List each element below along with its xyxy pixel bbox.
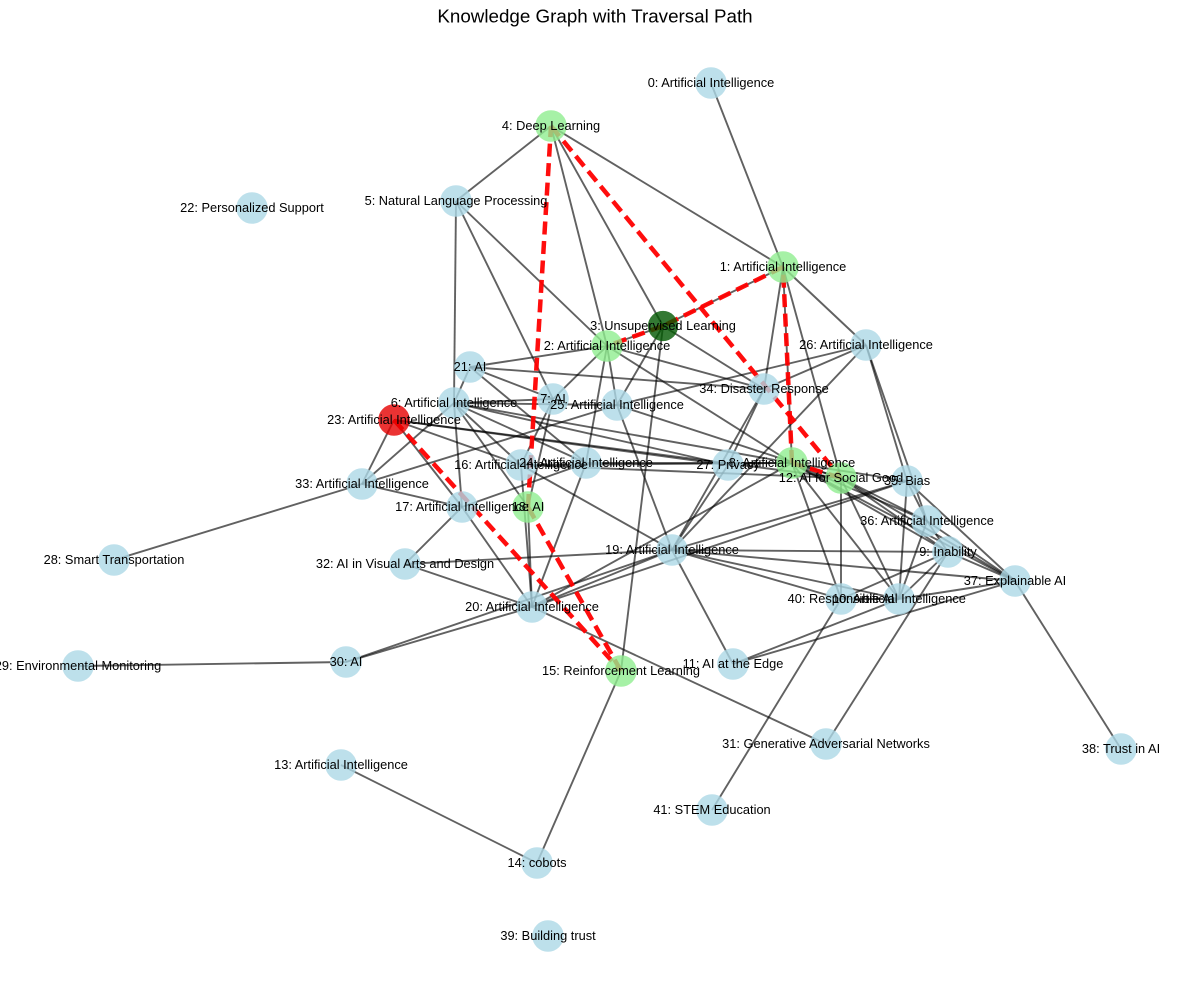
svg-text:20: Artificial Intelligence: 20: Artificial Intelligence xyxy=(465,599,599,614)
svg-text:31: Generative Adversarial Net: 31: Generative Adversarial Networks xyxy=(722,736,930,751)
svg-text:4: Deep Learning: 4: Deep Learning xyxy=(502,118,600,133)
svg-text:26: Artificial Intelligence: 26: Artificial Intelligence xyxy=(799,337,933,352)
svg-text:39: Building trust: 39: Building trust xyxy=(500,928,596,943)
svg-text:30: AI: 30: AI xyxy=(330,654,363,669)
svg-text:6: Artificial Intelligence: 6: Artificial Intelligence xyxy=(391,395,518,410)
svg-text:33: Artificial Intelligence: 33: Artificial Intelligence xyxy=(295,476,429,491)
svg-text:12: AI for Social Good: 12: AI for Social Good xyxy=(779,470,904,485)
svg-text:17: Artificial Intelligence: 17: Artificial Intelligence xyxy=(395,499,529,514)
svg-text:41: STEM Education: 41: STEM Education xyxy=(653,802,770,817)
svg-text:11: AI at the Edge: 11: AI at the Edge xyxy=(683,656,784,671)
svg-text:5: Natural Language Processing: 5: Natural Language Processing xyxy=(365,193,548,208)
svg-text:38: Trust in AI: 38: Trust in AI xyxy=(1082,741,1160,756)
svg-text:7: AI: 7: AI xyxy=(540,391,566,406)
svg-text:19: Artificial Intelligence: 19: Artificial Intelligence xyxy=(605,542,739,557)
svg-text:18: AI: 18: AI xyxy=(512,499,545,514)
svg-text:28: Smart Transportation: 28: Smart Transportation xyxy=(44,552,185,567)
svg-text:10: Artificial Intelligence: 10: Artificial Intelligence xyxy=(832,591,966,606)
svg-text:27: Privacy: 27: Privacy xyxy=(696,457,760,472)
svg-text:Knowledge Graph with Traversal: Knowledge Graph with Traversal Path xyxy=(437,6,752,27)
svg-text:40: Responsible AI: 40: Responsible AI xyxy=(788,591,895,606)
svg-text:13: Artificial Intelligence: 13: Artificial Intelligence xyxy=(274,757,408,772)
svg-text:32: AI in Visual Arts and Desi: 32: AI in Visual Arts and Design xyxy=(316,556,494,571)
svg-text:25: Artificial Intelligence: 25: Artificial Intelligence xyxy=(550,397,684,412)
svg-text:22: Personalized Support: 22: Personalized Support xyxy=(180,200,324,215)
svg-text:15: Reinforcement Learning: 15: Reinforcement Learning xyxy=(542,663,700,678)
svg-text:3: Unsupervised Learning: 3: Unsupervised Learning xyxy=(590,318,736,333)
svg-text:14: cobots: 14: cobots xyxy=(507,855,566,870)
svg-text:35: Bias: 35: Bias xyxy=(884,473,930,488)
svg-text:37: Explainable AI: 37: Explainable AI xyxy=(964,573,1066,588)
svg-text:29: Environmental Monitoring: 29: Environmental Monitoring xyxy=(0,658,161,673)
svg-text:2: Artificial Intelligence: 2: Artificial Intelligence xyxy=(544,338,671,353)
svg-text:24: Artificial Intelligence: 24: Artificial Intelligence xyxy=(519,455,653,470)
svg-text:8: Artificial Intelligence: 8: Artificial Intelligence xyxy=(729,455,856,470)
svg-text:1: Artificial Intelligence: 1: Artificial Intelligence xyxy=(720,259,847,274)
svg-text:36: Artificial Intelligence: 36: Artificial Intelligence xyxy=(860,513,994,528)
svg-text:34: Disaster Response: 34: Disaster Response xyxy=(699,381,828,396)
svg-text:21: AI: 21: AI xyxy=(454,359,487,374)
svg-text:0: Artificial Intelligence: 0: Artificial Intelligence xyxy=(648,75,775,90)
svg-text:16: Artificial Intelligence: 16: Artificial Intelligence xyxy=(454,457,588,472)
svg-text:23: Artificial Intelligence: 23: Artificial Intelligence xyxy=(327,412,461,427)
svg-text:9: Inability: 9: Inability xyxy=(919,544,977,559)
